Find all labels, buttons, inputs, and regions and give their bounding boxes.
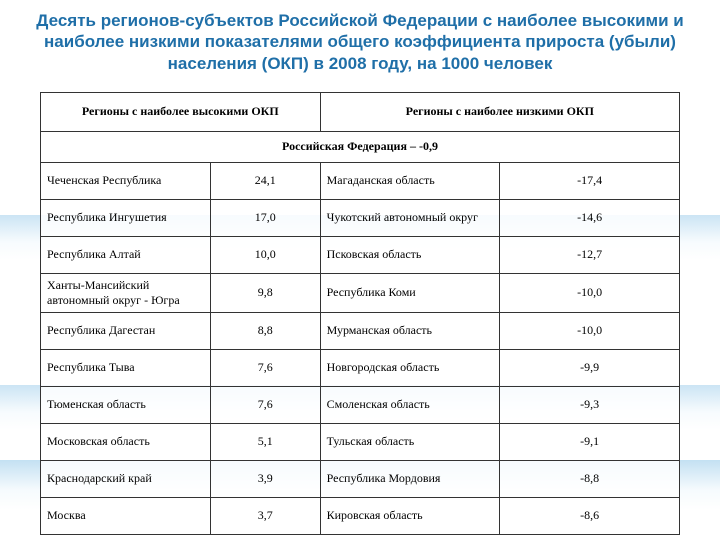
- high-value-cell: 3,9: [210, 460, 320, 497]
- table-row: Республика Ингушетия17,0Чукотский автоно…: [41, 199, 680, 236]
- rf-summary-row: Российская Федерация – -0,9: [41, 131, 680, 162]
- high-region-cell: Ханты-Мансийский автономный округ - Югра: [41, 273, 211, 312]
- high-value-cell: 17,0: [210, 199, 320, 236]
- rf-summary-cell: Российская Федерация – -0,9: [41, 131, 680, 162]
- low-region-cell: Республика Коми: [320, 273, 500, 312]
- low-value-cell: -8,6: [500, 497, 680, 534]
- low-value-cell: -12,7: [500, 236, 680, 273]
- low-region-cell: Смоленская область: [320, 386, 500, 423]
- high-value-cell: 7,6: [210, 386, 320, 423]
- low-value-cell: -9,3: [500, 386, 680, 423]
- table-row: Республика Алтай10,0Псковская область-12…: [41, 236, 680, 273]
- low-region-cell: Магаданская область: [320, 162, 500, 199]
- low-region-cell: Тульская область: [320, 423, 500, 460]
- low-value-cell: -10,0: [500, 312, 680, 349]
- low-region-cell: Мурманская область: [320, 312, 500, 349]
- high-value-cell: 7,6: [210, 349, 320, 386]
- col-header-low: Регионы с наиболее низкими ОКП: [320, 92, 679, 131]
- high-region-cell: Республика Алтай: [41, 236, 211, 273]
- low-region-cell: Чукотский автономный округ: [320, 199, 500, 236]
- high-region-cell: Тюменская область: [41, 386, 211, 423]
- high-value-cell: 24,1: [210, 162, 320, 199]
- high-region-cell: Республика Ингушетия: [41, 199, 211, 236]
- table-row: Краснодарский край3,9Республика Мордовия…: [41, 460, 680, 497]
- table-header-row: Регионы с наиболее высокими ОКП Регионы …: [41, 92, 680, 131]
- low-region-cell: Псковская область: [320, 236, 500, 273]
- high-region-cell: Республика Дагестан: [41, 312, 211, 349]
- low-value-cell: -10,0: [500, 273, 680, 312]
- low-region-cell: Кировская область: [320, 497, 500, 534]
- table-row: Тюменская область7,6Смоленская область-9…: [41, 386, 680, 423]
- high-region-cell: Москва: [41, 497, 211, 534]
- high-value-cell: 3,7: [210, 497, 320, 534]
- low-region-cell: Новгородская область: [320, 349, 500, 386]
- okp-table: Регионы с наиболее высокими ОКП Регионы …: [40, 92, 680, 535]
- high-value-cell: 5,1: [210, 423, 320, 460]
- high-value-cell: 8,8: [210, 312, 320, 349]
- table-row: Ханты-Мансийский автономный округ - Югра…: [41, 273, 680, 312]
- high-region-cell: Республика Тыва: [41, 349, 211, 386]
- high-value-cell: 9,8: [210, 273, 320, 312]
- table-row: Республика Дагестан8,8Мурманская область…: [41, 312, 680, 349]
- col-header-high: Регионы с наиболее высокими ОКП: [41, 92, 321, 131]
- low-value-cell: -17,4: [500, 162, 680, 199]
- low-value-cell: -8,8: [500, 460, 680, 497]
- low-value-cell: -9,9: [500, 349, 680, 386]
- table-row: Москва3,7Кировская область-8,6: [41, 497, 680, 534]
- high-region-cell: Чеченская Республика: [41, 162, 211, 199]
- table-row: Республика Тыва7,6Новгородская область-9…: [41, 349, 680, 386]
- high-region-cell: Московская область: [41, 423, 211, 460]
- page-title: Десять регионов-субъектов Российской Фед…: [0, 0, 720, 80]
- low-value-cell: -14,6: [500, 199, 680, 236]
- table-row: Чеченская Республика24,1Магаданская обла…: [41, 162, 680, 199]
- table-row: Московская область5,1Тульская область-9,…: [41, 423, 680, 460]
- high-value-cell: 10,0: [210, 236, 320, 273]
- high-region-cell: Краснодарский край: [41, 460, 211, 497]
- low-region-cell: Республика Мордовия: [320, 460, 500, 497]
- low-value-cell: -9,1: [500, 423, 680, 460]
